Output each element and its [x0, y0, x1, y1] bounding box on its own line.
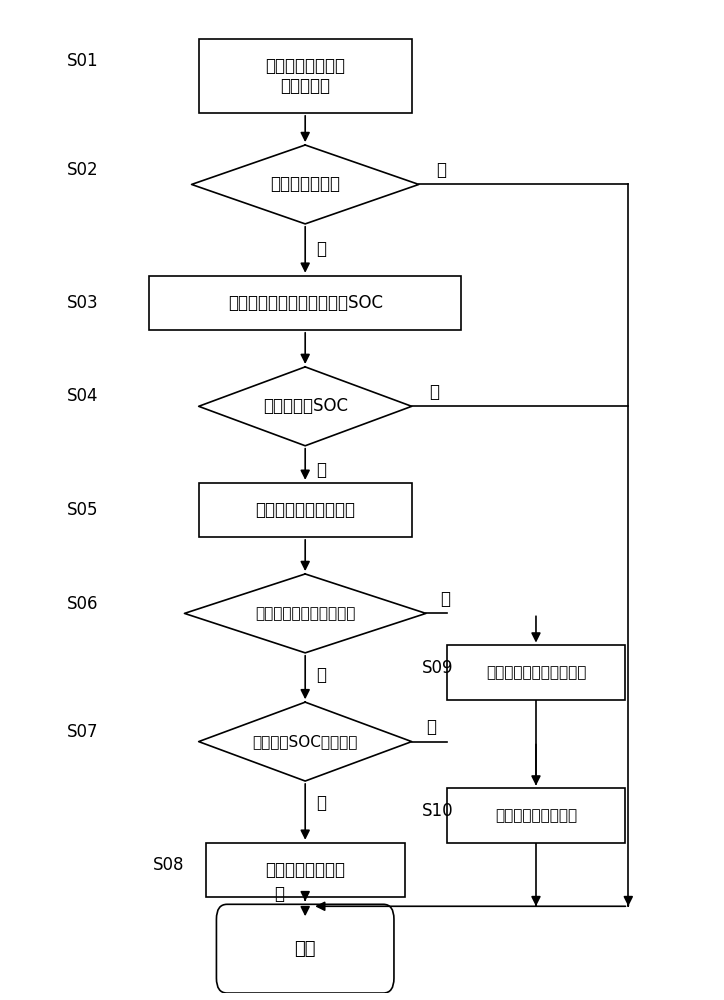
FancyBboxPatch shape	[198, 39, 412, 113]
Text: S05: S05	[67, 501, 98, 519]
Text: 是否为下电模式: 是否为下电模式	[270, 175, 340, 193]
Text: 是: 是	[316, 240, 326, 258]
FancyBboxPatch shape	[216, 904, 394, 993]
Text: 否: 否	[274, 885, 284, 903]
Text: 整车控制系统休眠: 整车控制系统休眠	[265, 861, 345, 879]
Text: 是: 是	[316, 666, 326, 684]
Text: 否: 否	[440, 590, 450, 608]
FancyBboxPatch shape	[447, 788, 625, 843]
Text: 结束: 结束	[295, 940, 316, 958]
Polygon shape	[192, 145, 418, 224]
Text: 判断热管理操作是否正常: 判断热管理操作是否正常	[255, 606, 355, 621]
Text: S04: S04	[67, 387, 98, 405]
Text: S10: S10	[422, 802, 454, 820]
Text: S08: S08	[153, 856, 184, 874]
Text: 否: 否	[437, 161, 447, 179]
Text: 发送故障信息给用户终端: 发送故障信息给用户终端	[486, 665, 586, 680]
Text: 否: 否	[426, 718, 436, 736]
Text: S02: S02	[67, 161, 99, 179]
Text: 判断温度及SOC: 判断温度及SOC	[263, 397, 348, 415]
Text: S01: S01	[67, 52, 99, 70]
Text: S09: S09	[422, 659, 454, 677]
FancyBboxPatch shape	[149, 276, 461, 330]
Text: 充电包进入充电模式: 充电包进入充电模式	[495, 808, 577, 823]
Text: 是: 是	[316, 461, 326, 479]
Text: 服务器远程唤醒车
辆控制网络: 服务器远程唤醒车 辆控制网络	[265, 57, 345, 95]
Polygon shape	[185, 574, 426, 653]
Text: 启动电池包热管理操作: 启动电池包热管理操作	[255, 501, 355, 519]
Text: S06: S06	[67, 595, 98, 613]
FancyBboxPatch shape	[447, 645, 625, 700]
Text: S03: S03	[67, 294, 99, 312]
FancyBboxPatch shape	[198, 483, 412, 537]
Text: 判断当前SOC是否正常: 判断当前SOC是否正常	[253, 734, 358, 749]
Text: 是: 是	[316, 794, 326, 812]
FancyBboxPatch shape	[206, 843, 405, 897]
Text: 获取电池包温度以及电池包SOC: 获取电池包温度以及电池包SOC	[227, 294, 383, 312]
Text: 否: 否	[429, 383, 439, 401]
Polygon shape	[198, 367, 412, 446]
Text: S07: S07	[67, 723, 98, 741]
Polygon shape	[198, 702, 412, 781]
